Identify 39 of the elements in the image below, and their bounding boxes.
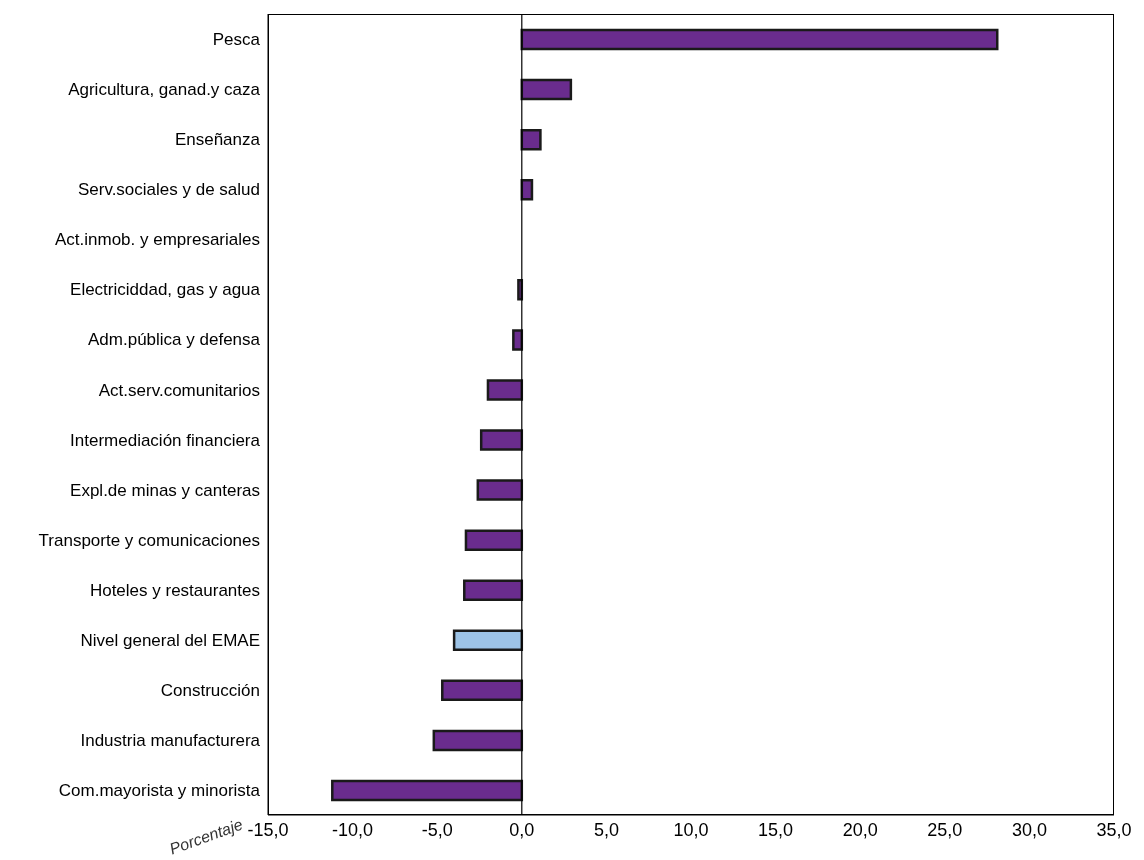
x-tick-label: 10,0 xyxy=(673,819,709,840)
y-tick-label: Industria manufacturera xyxy=(80,730,261,750)
y-tick-label: Pesca xyxy=(212,30,261,50)
bar xyxy=(441,679,524,702)
bar xyxy=(463,579,524,601)
bar xyxy=(479,429,524,451)
bar xyxy=(476,479,524,501)
y-tick-label: Hoteles y restaurantes xyxy=(89,580,260,600)
x-tick-label: 5,0 xyxy=(593,819,619,840)
bar xyxy=(331,779,524,802)
y-tick-label: Intermediación financiera xyxy=(70,430,261,450)
y-tick-label: Enseñanza xyxy=(174,130,261,150)
y-tick-label: Nivel general del EMAE xyxy=(80,630,260,650)
x-tick-label: 0,0 xyxy=(509,819,535,840)
bar xyxy=(520,128,542,151)
x-tick-label: -5,0 xyxy=(421,819,453,840)
bar xyxy=(464,529,524,551)
bar xyxy=(432,729,524,752)
bar xyxy=(452,629,524,651)
x-tick-label: 20,0 xyxy=(842,819,878,840)
x-tick-label: 30,0 xyxy=(1011,819,1047,840)
y-tick-label: Electriciddad, gas y agua xyxy=(70,280,261,300)
bar xyxy=(486,379,524,401)
x-tick-label: -15,0 xyxy=(247,819,289,840)
y-tick-label: Adm.pública y defensa xyxy=(88,330,261,350)
x-tick-label: 35,0 xyxy=(1096,819,1132,840)
y-tick-label: Com.mayorista y minorista xyxy=(58,781,261,800)
y-tick-label: Expl.de minas y canteras xyxy=(70,480,260,500)
y-tick-label: Transporte y comunicaciones xyxy=(38,530,260,550)
bar xyxy=(520,28,999,51)
bar xyxy=(520,78,573,101)
y-tick-label: Act.serv.comunitarios xyxy=(98,380,260,400)
y-tick-label: Agricultura, ganad.y caza xyxy=(68,80,261,100)
x-tick-label: -10,0 xyxy=(332,819,374,840)
y-tick-label: Construcción xyxy=(160,680,260,700)
y-tick-label: Serv.sociales y de salud xyxy=(77,180,260,200)
x-tick-label: 15,0 xyxy=(758,819,794,840)
y-tick-label: Act.inmob. y empresariales xyxy=(54,230,260,250)
x-tick-label: 25,0 xyxy=(927,819,963,840)
